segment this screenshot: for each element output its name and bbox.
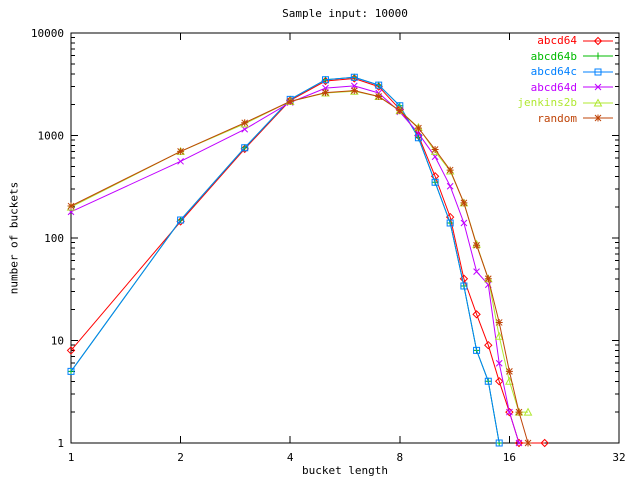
legend-label-jenkins2b: jenkins2b (517, 96, 577, 110)
legend-entry-random: random (517, 111, 613, 127)
series-random-marker (177, 147, 185, 155)
series-abcd64c-marker (495, 439, 503, 447)
legend-entry-abcd64b: abcd64b (517, 49, 613, 65)
series-abcd64c-marker (431, 178, 439, 186)
series-jenkins2b-marker (505, 376, 514, 385)
x-tick-label: 4 (287, 451, 294, 464)
series-random-marker (484, 275, 492, 283)
series-random-marker (414, 124, 422, 132)
series-abcd64d-line (70, 85, 520, 444)
series-abcd64d-marker (495, 359, 503, 367)
series-abcd64b-line (70, 76, 500, 444)
series-abcd64c-marker (321, 76, 329, 84)
legend-entry-abcd64c: abcd64c (517, 64, 613, 80)
series-random-marker (505, 367, 513, 375)
series-abcd64c-marker (460, 282, 468, 290)
series-random-marker (286, 97, 294, 105)
series-random-marker (241, 119, 249, 127)
series-abcd64c-marker (484, 377, 492, 385)
x-axis-label: bucket length (301, 464, 389, 477)
y-tick-label: 100 (44, 232, 64, 245)
series-random-marker (431, 146, 439, 154)
series-abcd64d-marker (506, 408, 513, 416)
x-tick-label: 1 (68, 451, 75, 464)
series-abcd64c-marker (177, 216, 185, 224)
legend-entry-jenkins2b: jenkins2b (517, 95, 613, 111)
y-tick-label: 1000 (38, 130, 65, 143)
legend-label-abcd64d: abcd64d (530, 80, 577, 94)
series-abcd64d-marker (473, 268, 480, 275)
legend-swatch-jenkins2b (583, 98, 613, 107)
series-abcd64-line (70, 77, 545, 444)
series-abcd64d-marker (177, 157, 184, 165)
x-tick-label: 32 (612, 451, 625, 464)
series-abcd64-marker (514, 438, 524, 448)
series-random-marker (473, 241, 481, 249)
series-random-marker (524, 439, 532, 447)
legend-entry-abcd64d: abcd64d (517, 80, 613, 96)
series-abcd64c-line (70, 76, 500, 444)
series-abcd64c-marker (350, 73, 358, 81)
series-abcd64d-marker (460, 219, 468, 227)
series-abcd64-marker (494, 377, 504, 386)
series-abcd64c-marker (396, 102, 404, 110)
series-abcd64c-marker (286, 95, 294, 103)
legend-label-random: random (537, 111, 577, 125)
y-tick-label: 1 (57, 437, 64, 450)
legend-entry-abcd64: abcd64 (517, 33, 613, 49)
series-abcd64c-marker (241, 144, 249, 152)
series-abcd64c-marker (375, 81, 383, 89)
legend: abcd64 abcd64b abcd64c abcd64d jenkins2b rand… (517, 33, 613, 126)
series-abcd64d-marker (446, 182, 454, 190)
series-random-line (70, 90, 529, 444)
series-random-marker (446, 166, 454, 174)
chart-title: Sample input: 10000 (282, 7, 408, 20)
series-abcd64-marker (540, 438, 549, 448)
legend-label-abcd64c: abcd64c (530, 65, 577, 79)
series-abcd64-marker (66, 346, 76, 355)
series-random-marker (321, 89, 329, 97)
series-random-marker (350, 87, 358, 95)
series-abcd64c-marker (446, 219, 454, 227)
series-jenkins2b-marker (523, 407, 533, 416)
legend-label-abcd64b: abcd64b (530, 49, 577, 63)
series-abcd64d-marker (515, 439, 523, 447)
series-abcd64-marker (484, 340, 493, 350)
series-jenkins2b-marker (494, 331, 504, 340)
legend-swatch-random (583, 114, 613, 122)
x-tick-label: 16 (503, 451, 516, 464)
series-abcd64c-marker (67, 367, 75, 375)
legend-swatch-abcd64c (583, 68, 613, 76)
series-random-marker (396, 107, 404, 115)
series-random-marker (67, 202, 75, 210)
series-random-marker (495, 318, 503, 326)
series-random-marker (460, 199, 468, 207)
legend-swatch-abcd64 (583, 36, 613, 45)
x-tick-label: 2 (177, 451, 184, 464)
legend-swatch-abcd64d (583, 83, 613, 91)
series-abcd64-marker (472, 310, 481, 319)
x-tick-label: 8 (396, 451, 403, 464)
y-tick-label: 10000 (31, 27, 64, 40)
series-abcd64d-marker (350, 82, 358, 90)
legend-label-abcd64: abcd64 (537, 34, 577, 48)
series-abcd64c-marker (473, 346, 481, 354)
series-jenkins2b-line (70, 90, 528, 413)
series-jenkins2b-marker (445, 166, 455, 175)
series-abcd64-marker (505, 407, 514, 417)
y-tick-label: 10 (51, 335, 64, 348)
series-random-marker (375, 93, 383, 101)
legend-swatch-abcd64b (583, 52, 613, 60)
series-jenkins2b-marker (66, 202, 76, 211)
series-random-marker (515, 408, 523, 416)
